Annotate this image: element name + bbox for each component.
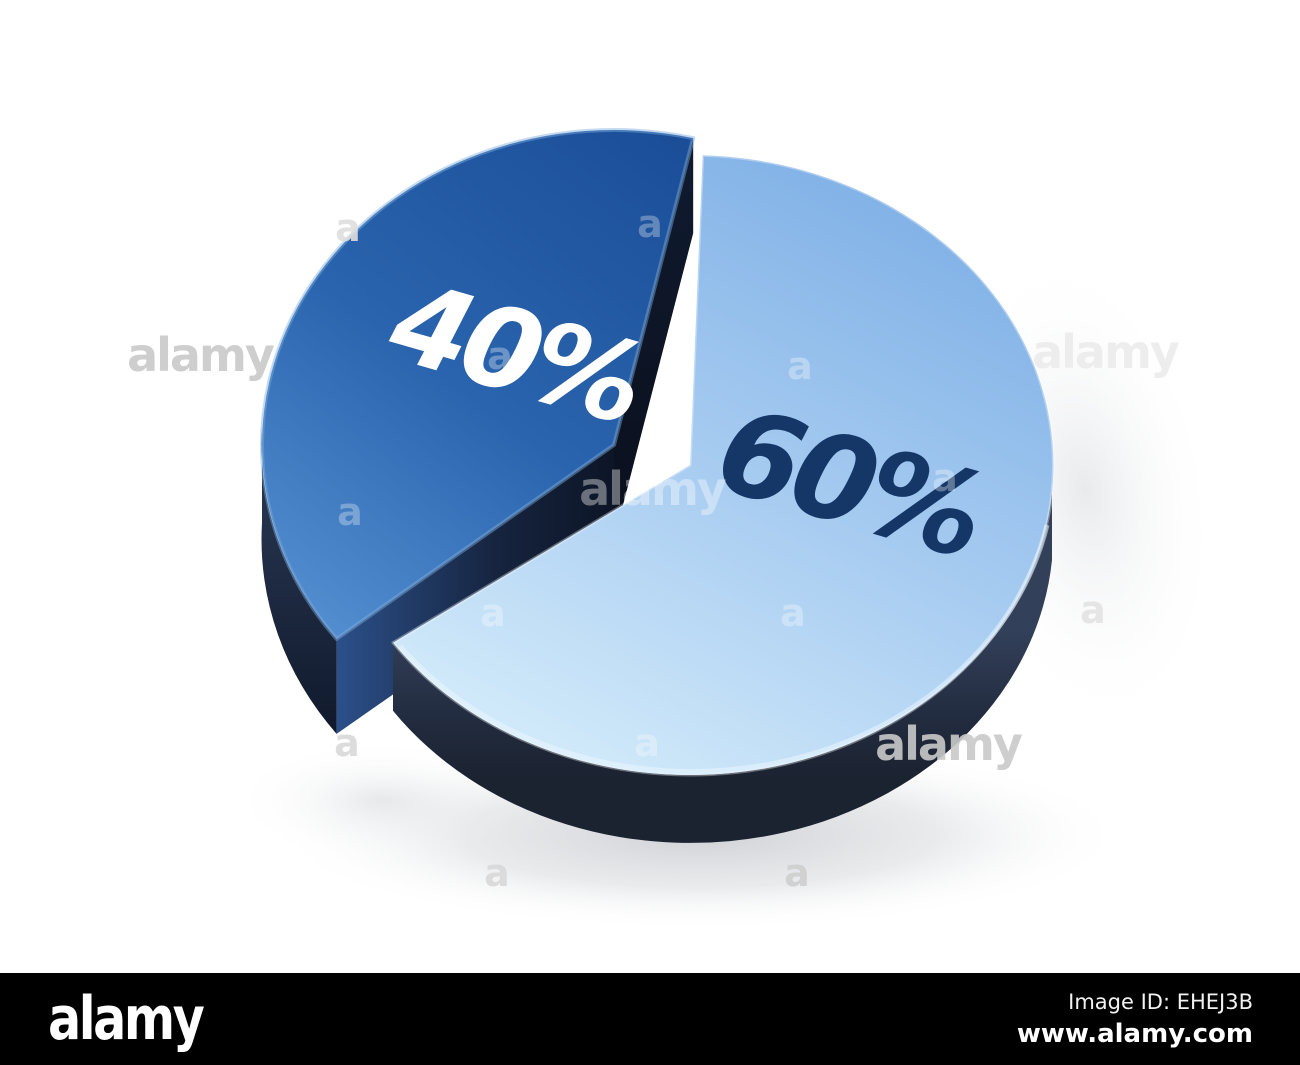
footer-meta: Image ID: EHEJ3B www.alamy.com <box>1017 990 1253 1049</box>
pie-slice-40-wall-arc <box>261 428 337 734</box>
alamy-footer-bar: alamy Image ID: EHEJ3B www.alamy.com <box>0 973 1300 1065</box>
pie-shadow-left <box>230 740 530 860</box>
alamy-logo: alamy <box>48 984 205 1054</box>
alamy-url-text: www.alamy.com <box>1016 1018 1253 1049</box>
pie-slice-60-bevel-highlight <box>398 524 1050 774</box>
pie-slice-40-top <box>260 128 696 641</box>
pie-slice-40-wall-gap-upper <box>614 138 694 540</box>
pie-slice-60-wall-arc <box>393 492 1052 843</box>
image-id-text: Image ID: EHEJ3B <box>1068 989 1253 1014</box>
